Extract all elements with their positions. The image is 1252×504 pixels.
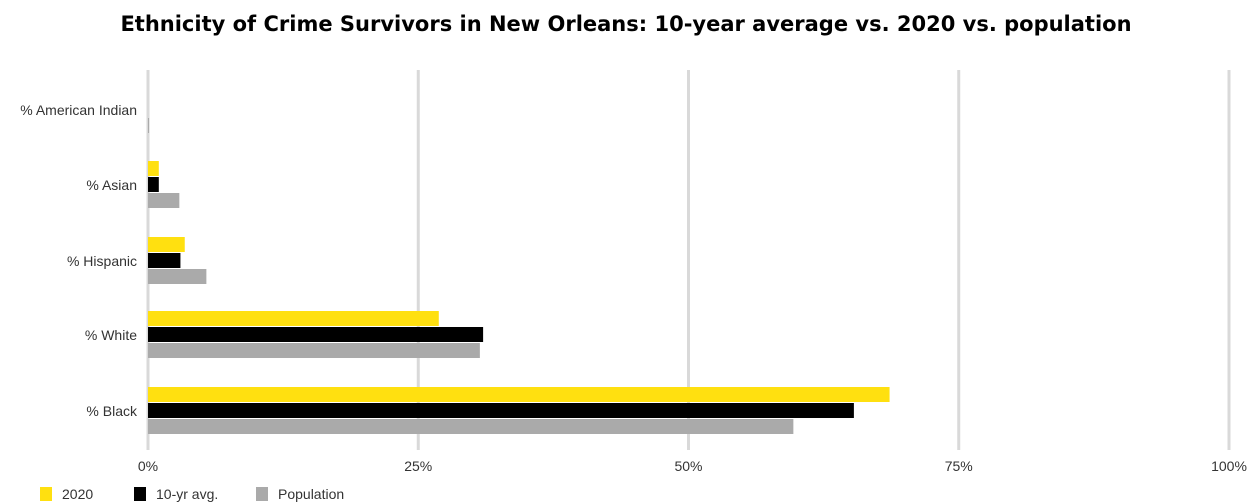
- x-tick-label: 50%: [674, 458, 702, 474]
- legend-label: 10-yr avg.: [156, 486, 218, 502]
- bar: [148, 387, 890, 402]
- bar: [148, 327, 484, 342]
- x-tick-label: 75%: [945, 458, 973, 474]
- legend-swatch: [256, 487, 268, 501]
- legend-label: 2020: [62, 486, 93, 502]
- legend-label: Population: [278, 486, 344, 502]
- bar: [148, 311, 439, 326]
- bar: [148, 118, 150, 133]
- category-label: % Black: [86, 403, 138, 419]
- bar: [148, 419, 794, 434]
- chart-title: Ethnicity of Crime Survivors in New Orle…: [120, 12, 1132, 36]
- bar: [148, 269, 207, 284]
- bar: [148, 403, 854, 418]
- bar: [148, 343, 480, 358]
- x-tick-label: 100%: [1211, 458, 1247, 474]
- category-label: % Hispanic: [67, 253, 137, 269]
- bar: [148, 161, 159, 176]
- bar: [148, 193, 180, 208]
- bar: [148, 177, 159, 192]
- legend-swatch: [40, 487, 52, 501]
- legend-swatch: [134, 487, 146, 501]
- x-tick-label: 0%: [138, 458, 158, 474]
- bar: [148, 237, 185, 252]
- bar: [148, 253, 181, 268]
- category-label: % Asian: [86, 177, 137, 193]
- category-label: % American Indian: [20, 102, 137, 118]
- x-tick-label: 25%: [404, 458, 432, 474]
- category-label: % White: [85, 327, 137, 343]
